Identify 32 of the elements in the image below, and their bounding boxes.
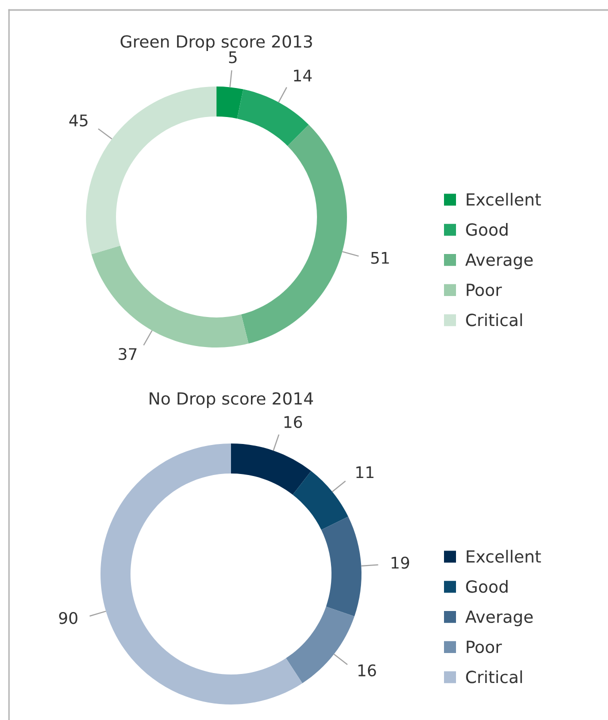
legend-label: Excellent [466,550,541,563]
chart-title: No Drop score 2014 [150,392,313,408]
data-label: 37 [118,348,136,360]
chart-title: Green Drop score 2013 [120,35,312,52]
legend-label: Average [465,254,533,270]
data-label: 51 [371,252,389,264]
legend-label: Average [465,610,533,626]
data-label: 16 [284,416,302,428]
data-label: 14 [294,70,312,82]
data-label: 19 [392,556,410,569]
data-label: 5 [229,51,237,64]
data-label: 45 [69,114,88,126]
donut-slice [241,124,347,344]
donut-slice [237,89,309,146]
donut-slice [91,246,249,348]
data-label: 11 [356,466,374,478]
donut-slice [100,444,302,704]
legend-label: Poor [466,284,502,296]
donut-slice [216,86,244,119]
donut-slice [231,444,312,495]
data-label: 90 [59,612,78,624]
data-label: 16 [358,664,376,676]
donut-slice [321,516,362,616]
legend-label: Excellent [466,192,541,206]
donut-slice [86,86,216,254]
legend-label: Good [466,580,508,593]
legend-label: Poor [466,640,502,654]
donut-slice [286,606,354,684]
legend-label: Good [466,222,508,236]
donut-slice [292,471,348,530]
legend-label: Critical [466,670,522,684]
legend-label: Critical [466,313,522,326]
